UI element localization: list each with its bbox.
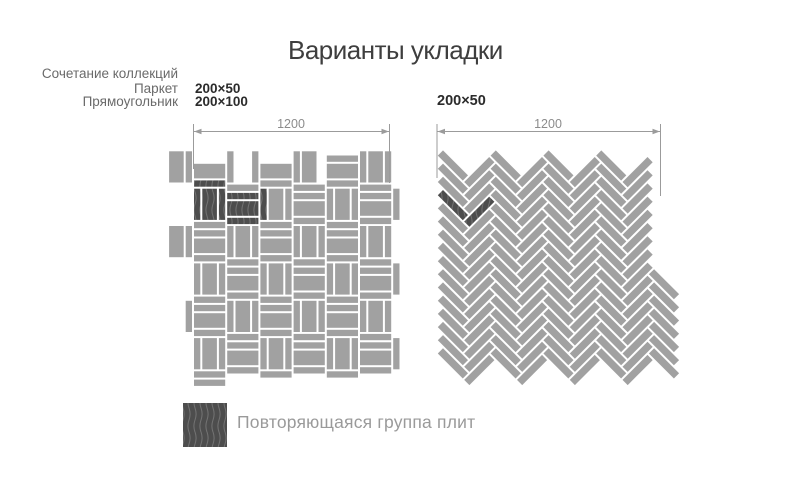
page-title: Варианты укладки — [288, 35, 503, 65]
dimension-left — [193, 124, 390, 183]
tile-size-200x100: 200×100 — [195, 94, 248, 109]
dimension-label-right: 1200 — [534, 117, 562, 131]
dimension-right — [436, 124, 661, 196]
legend-label: Повторяющаяся группа плит — [237, 412, 476, 432]
dimension-label-left: 1200 — [277, 117, 305, 131]
tile-size-200x50: 200×50 — [195, 81, 241, 96]
herringbone-pattern — [437, 150, 680, 386]
collections-header: Сочетание коллекций — [41, 66, 178, 81]
legend-swatch — [183, 403, 227, 447]
basket-pattern — [169, 151, 400, 386]
collection-name-parquet: Паркет — [133, 81, 178, 96]
collection-name-rectangle: Прямоугольник — [82, 94, 178, 109]
right-tile-size-label: 200×50 — [437, 93, 486, 109]
